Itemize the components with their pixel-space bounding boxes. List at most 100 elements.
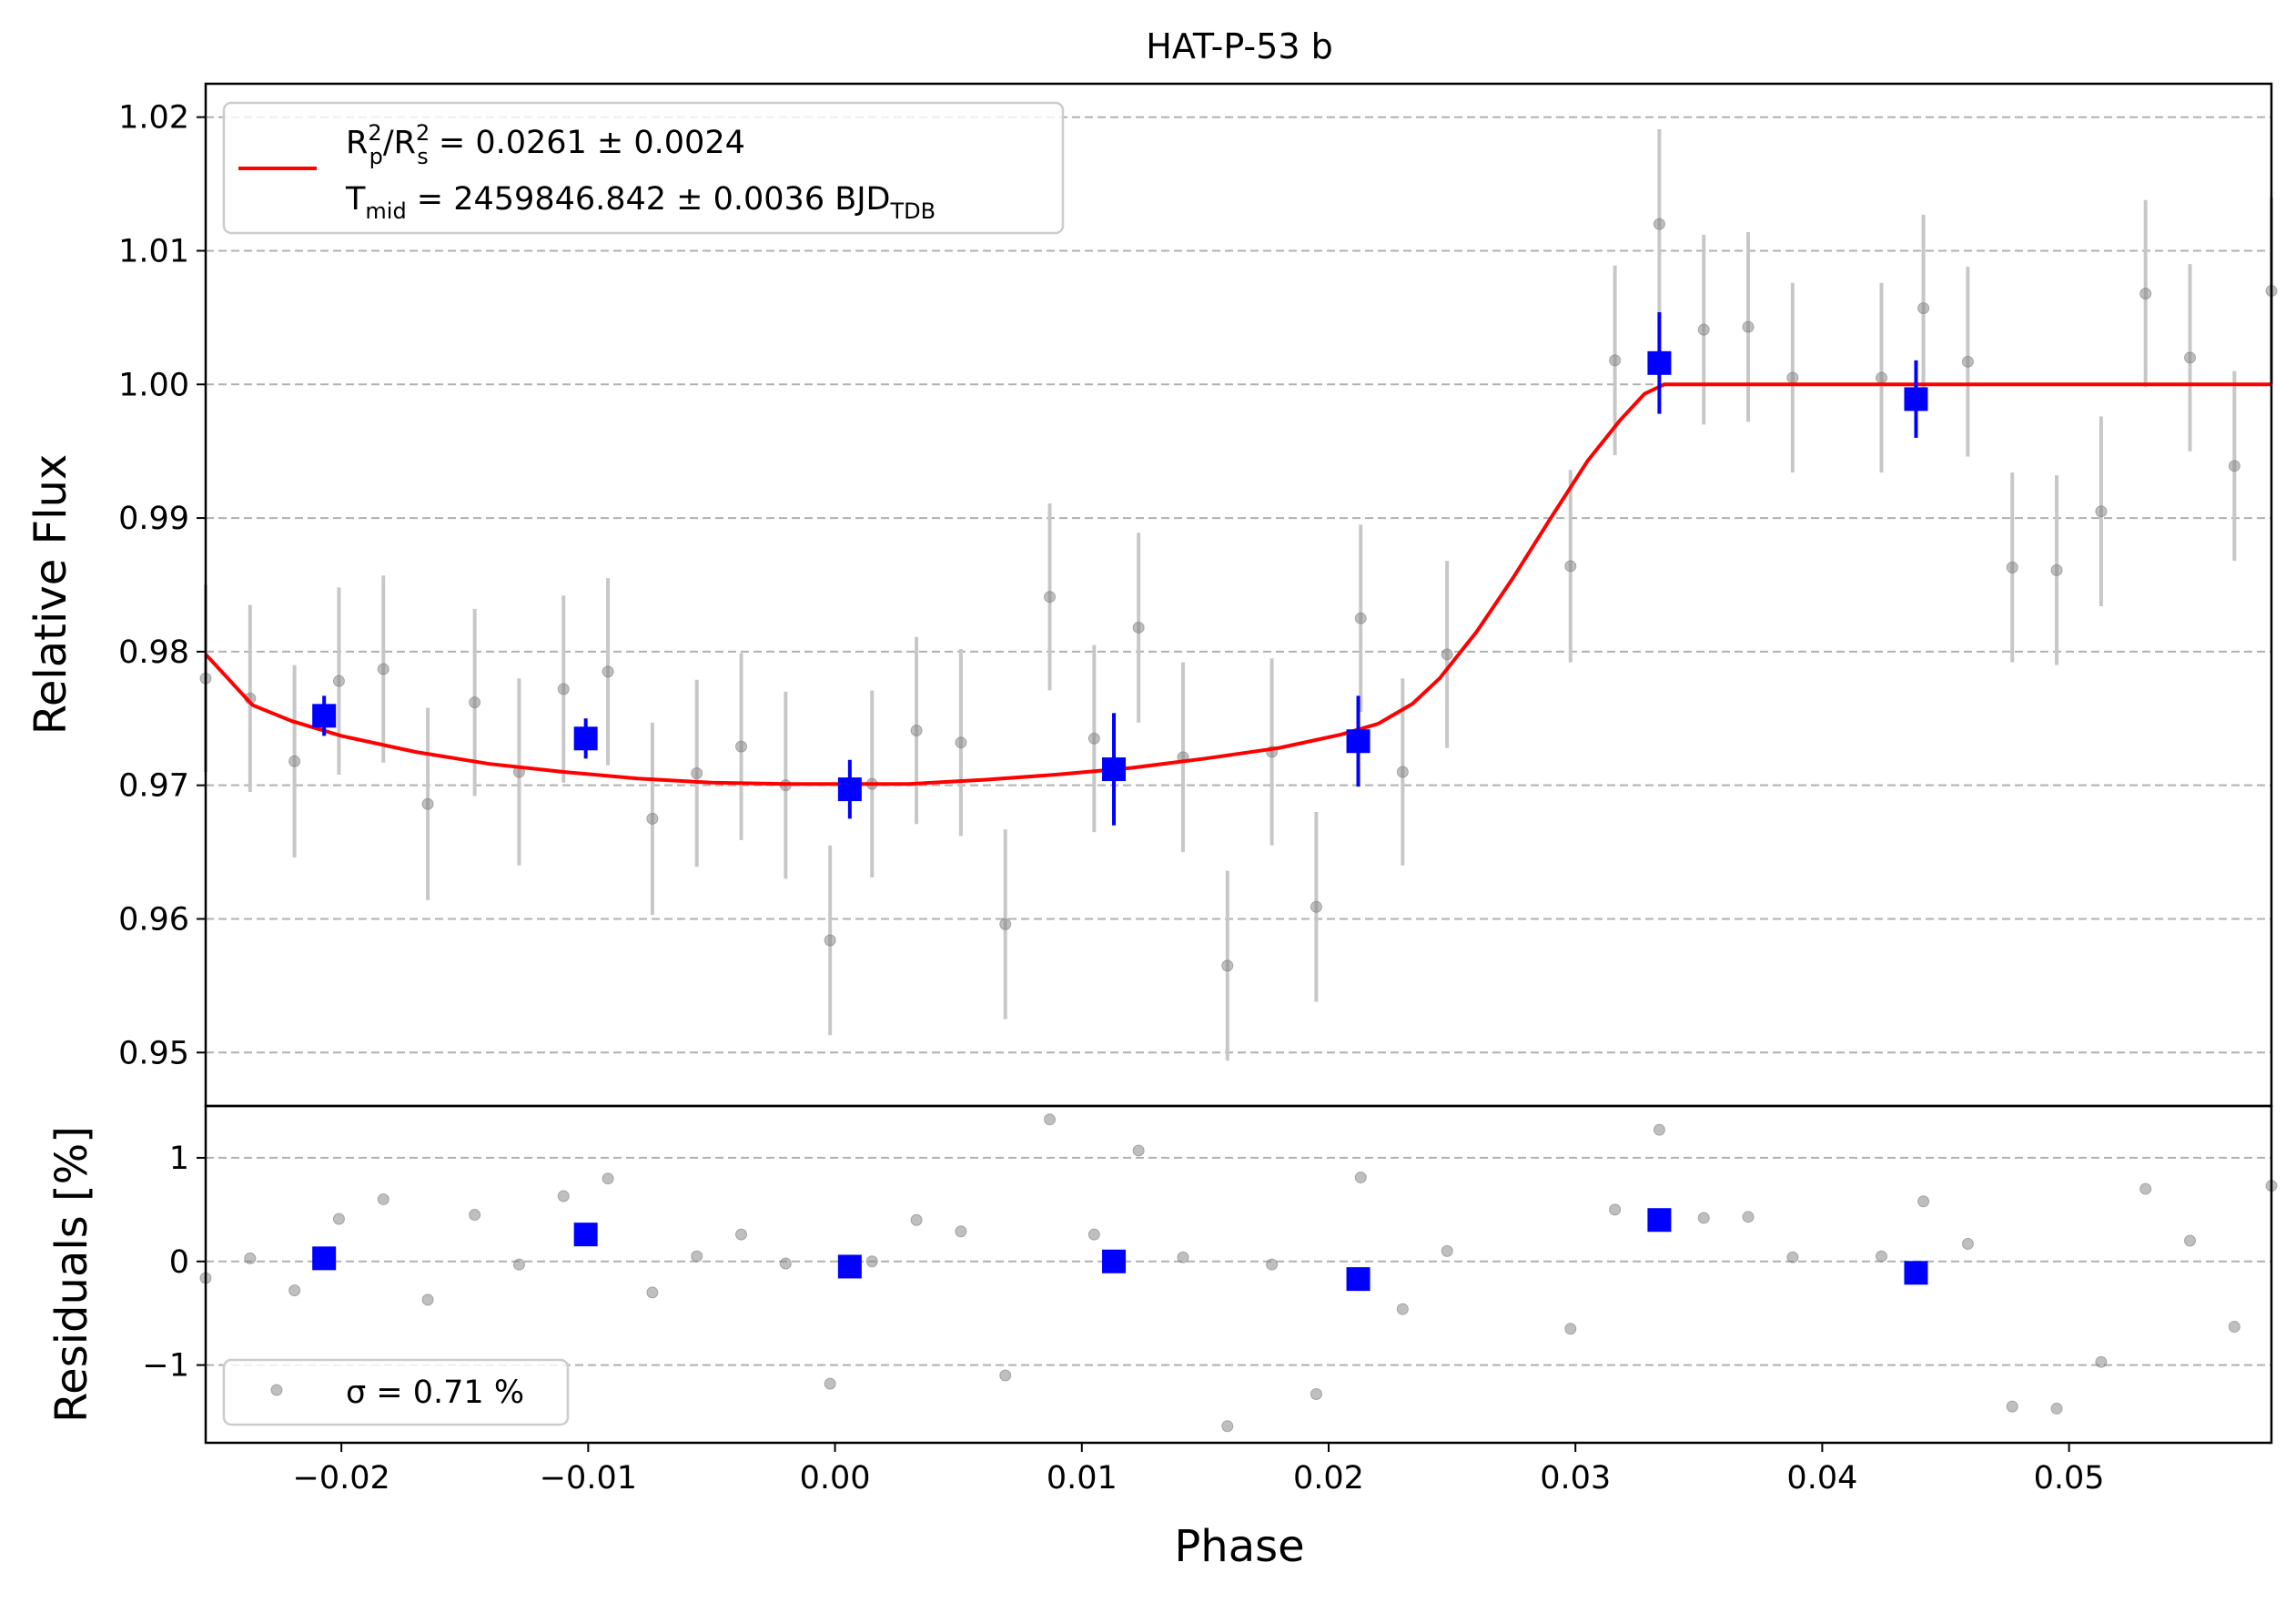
residual-point — [1396, 1303, 1409, 1315]
flux-data-point — [1961, 355, 1974, 368]
residual-data-points — [199, 1113, 2278, 1433]
flux-data-point — [288, 755, 301, 767]
residual-y-tick-label: 1 — [169, 1141, 189, 1177]
flux-data-point — [1653, 218, 1665, 230]
flux-data-point — [602, 665, 614, 678]
binned-flux-points — [312, 350, 1928, 802]
flux-data-point — [1697, 323, 1710, 336]
residual-point — [512, 1258, 525, 1271]
flux-data-point — [1742, 320, 1755, 333]
binned-residual-point — [1102, 1249, 1127, 1273]
residual-legend-box — [222, 1358, 570, 1426]
flux-data-point — [1875, 371, 1887, 384]
residual-point — [602, 1172, 614, 1185]
flux-y-tick-label: 1.01 — [118, 233, 189, 269]
flux-data-point — [691, 766, 703, 779]
residual-point — [332, 1212, 345, 1225]
residual-point — [557, 1190, 570, 1202]
residual-y-tick-label: 0 — [169, 1244, 189, 1281]
residual-y-ticks: −1 0 1 — [142, 1141, 206, 1385]
residual-axes-frame — [204, 1104, 2273, 1445]
residual-point — [1354, 1172, 1367, 1184]
flux-data-point — [469, 696, 481, 709]
flux-data-point — [824, 934, 836, 947]
flux-data-point — [1917, 302, 1930, 315]
flux-data-point — [377, 663, 389, 675]
chart-title: HAT-P-53 b — [1146, 26, 1332, 66]
x-tick-label: 0.01 — [1047, 1460, 1118, 1496]
binned-residual-point — [312, 1246, 337, 1271]
residual-point — [824, 1377, 836, 1390]
residual-point — [469, 1209, 481, 1222]
residual-point — [1697, 1212, 1710, 1224]
residual-point — [779, 1257, 792, 1270]
flux-data-point — [332, 675, 345, 687]
flux-data-point — [2139, 287, 2152, 299]
residual-point — [1044, 1113, 1057, 1126]
binned-flux-point — [312, 704, 337, 728]
residual-point — [1310, 1387, 1322, 1400]
flux-data-point — [2228, 460, 2240, 472]
residual-point — [2184, 1234, 2197, 1247]
residual-scatter-label: σ = 0.71 % — [346, 1375, 524, 1411]
model-legend: R2 p/R2 s = 0.0261 ± 0.0024 Tmid = 2459846… — [222, 101, 1065, 235]
residual-point — [288, 1284, 301, 1297]
binned-residual-point — [1346, 1267, 1371, 1292]
flux-y-tick-label: 0.95 — [118, 1035, 189, 1071]
flux-y-ticks: 0.95 0.96 0.97 0.98 0.99 1.00 1.01 1.02 — [118, 100, 206, 1071]
residual-point — [1221, 1420, 1234, 1433]
residual-point — [1564, 1323, 1577, 1335]
flux-data-point — [2050, 563, 2063, 576]
residual-point — [2139, 1182, 2152, 1195]
flux-data-point — [646, 812, 659, 825]
residual-point — [1132, 1144, 1145, 1157]
residual-point — [999, 1369, 1012, 1382]
x-tick-label: −0.02 — [293, 1460, 390, 1496]
flux-data-points — [199, 218, 2278, 972]
x-axis-label: Phase — [1174, 1521, 1304, 1572]
flux-data-point — [1044, 591, 1057, 604]
residual-point — [1177, 1251, 1189, 1263]
binned-flux-point — [1904, 387, 1928, 411]
flux-data-point — [1132, 621, 1145, 634]
flux-y-axis-label: Relative Flux — [25, 454, 76, 736]
flux-data-point — [1564, 560, 1577, 573]
residual-point — [1653, 1123, 1665, 1136]
binned-residual-point — [837, 1254, 862, 1279]
residual-point — [1917, 1195, 1930, 1208]
residual-legend: σ = 0.71 % — [222, 1358, 570, 1426]
flux-y-tick-label: 0.96 — [118, 901, 189, 938]
flux-y-tick-label: 0.99 — [118, 501, 189, 537]
flux-data-point — [421, 797, 434, 810]
residual-y-axis-label: Residuals [%] — [46, 1126, 97, 1423]
binned-flux-point — [1102, 757, 1127, 782]
residual-point — [1266, 1258, 1279, 1271]
residual-point — [1441, 1244, 1453, 1257]
binned-flux-point — [573, 726, 598, 751]
flux-data-point — [1087, 732, 1100, 745]
binned-residual-point — [573, 1223, 598, 1247]
flux-data-point — [557, 683, 570, 695]
x-tick-label: 0.00 — [800, 1460, 871, 1496]
flux-data-point — [910, 724, 923, 736]
residual-point — [2095, 1355, 2108, 1368]
flux-data-point — [999, 918, 1012, 930]
flux-data-point — [955, 736, 967, 749]
residual-point — [1742, 1211, 1755, 1223]
residual-point — [244, 1252, 257, 1264]
flux-data-point — [1396, 766, 1409, 778]
residual-point — [865, 1255, 878, 1268]
residual-point — [2050, 1402, 2063, 1415]
flux-data-point — [1441, 648, 1453, 661]
binned-flux-point — [1346, 729, 1371, 754]
flux-data-point — [2095, 505, 2108, 518]
flux-data-point — [1354, 612, 1367, 624]
flux-y-tick-label: 1.00 — [118, 367, 189, 403]
residual-point — [955, 1225, 967, 1238]
flux-y-tick-label: 0.97 — [118, 768, 189, 805]
residual-point — [691, 1250, 703, 1263]
residual-point — [910, 1213, 923, 1226]
residual-point — [646, 1286, 659, 1299]
